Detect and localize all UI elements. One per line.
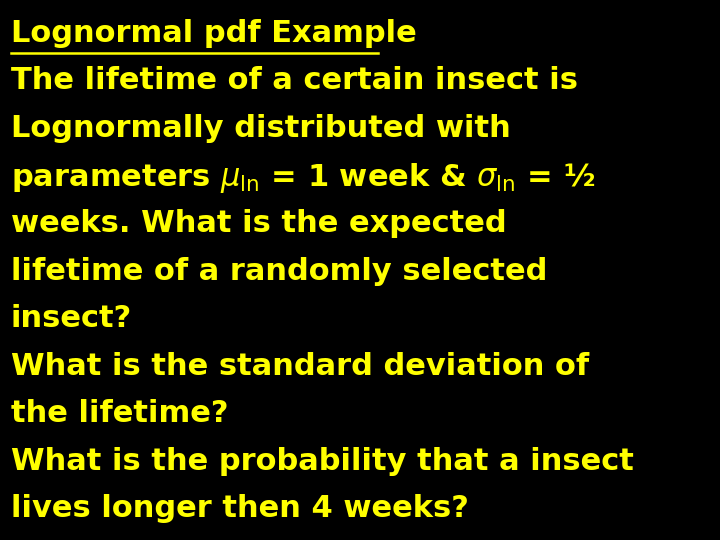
Text: What is the probability that a insect: What is the probability that a insect	[11, 447, 634, 476]
Text: Lognormal pdf Example: Lognormal pdf Example	[11, 19, 417, 48]
Text: Lognormally distributed with: Lognormally distributed with	[11, 114, 510, 143]
Text: lives longer then 4 weeks?: lives longer then 4 weeks?	[11, 494, 469, 523]
Text: the lifetime?: the lifetime?	[11, 399, 228, 428]
Text: lifetime of a randomly selected: lifetime of a randomly selected	[11, 256, 547, 286]
Text: weeks. What is the expected: weeks. What is the expected	[11, 209, 506, 238]
Text: What is the standard deviation of: What is the standard deviation of	[11, 352, 589, 381]
Text: insect?: insect?	[11, 304, 132, 333]
Text: The lifetime of a certain insect is: The lifetime of a certain insect is	[11, 66, 577, 96]
Text: parameters $\mu_{\mathrm{ln}}$ = 1 week & $\sigma_{\mathrm{ln}}$ = ½: parameters $\mu_{\mathrm{ln}}$ = 1 week …	[11, 161, 595, 195]
